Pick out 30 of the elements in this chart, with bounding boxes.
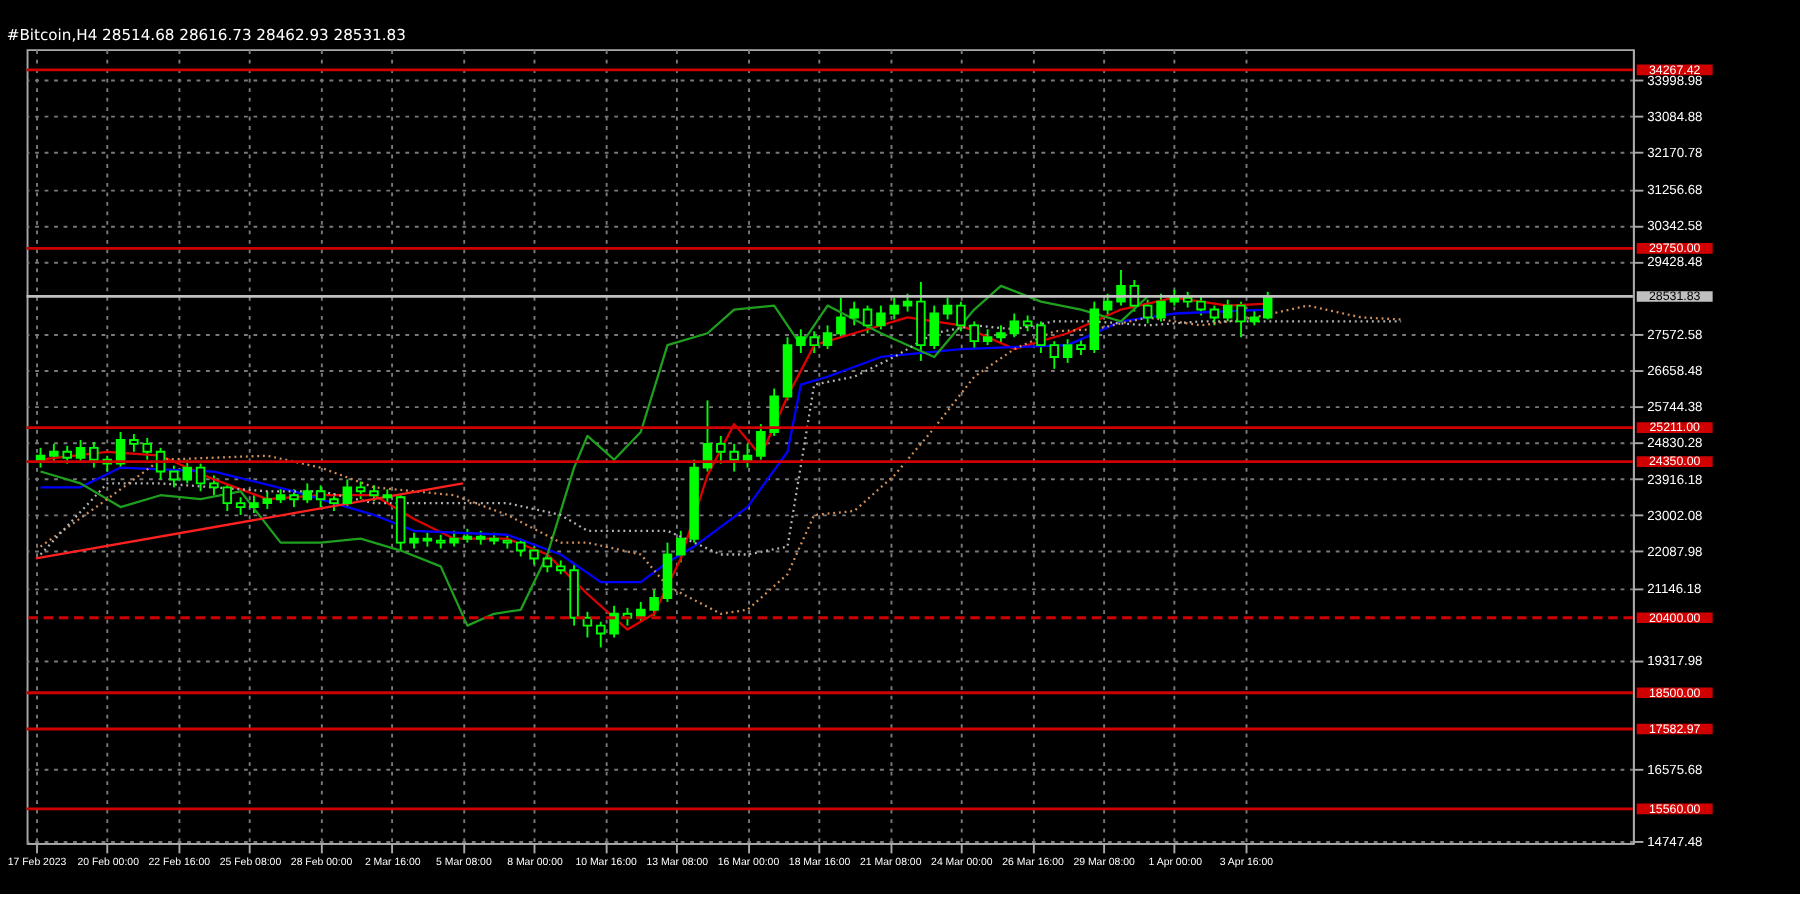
candlestick <box>1156 292 1166 323</box>
candlestick <box>1049 340 1060 370</box>
chart-title: #Bitcoin,H4 28514.68 28616.73 28462.93 28531.83 <box>6 25 407 44</box>
candlestick <box>315 484 326 509</box>
candlestick <box>1089 300 1100 354</box>
candlestick <box>169 464 179 489</box>
candlestick <box>75 438 86 463</box>
candlestick <box>956 300 966 333</box>
candlestick <box>1142 298 1153 325</box>
line-series <box>39 304 1403 615</box>
candlestick <box>1062 338 1073 364</box>
candlestick <box>662 541 673 603</box>
candlestick <box>582 610 593 639</box>
candlestick <box>395 494 406 552</box>
candlestick <box>342 478 353 509</box>
candlestick <box>822 324 833 351</box>
candlestick <box>195 462 206 493</box>
candlestick <box>209 474 219 497</box>
candlestick <box>1209 304 1220 327</box>
candlestick <box>942 296 953 321</box>
candlestick <box>1222 298 1233 323</box>
candlestick <box>222 482 233 512</box>
candlestick <box>302 482 313 505</box>
candlestick <box>1102 292 1113 317</box>
candlestick <box>862 304 873 335</box>
candlestick <box>1036 320 1046 354</box>
candlestick <box>569 563 579 627</box>
candlestick <box>969 320 979 351</box>
candlestick <box>1009 312 1020 339</box>
candlestick <box>1236 300 1246 339</box>
